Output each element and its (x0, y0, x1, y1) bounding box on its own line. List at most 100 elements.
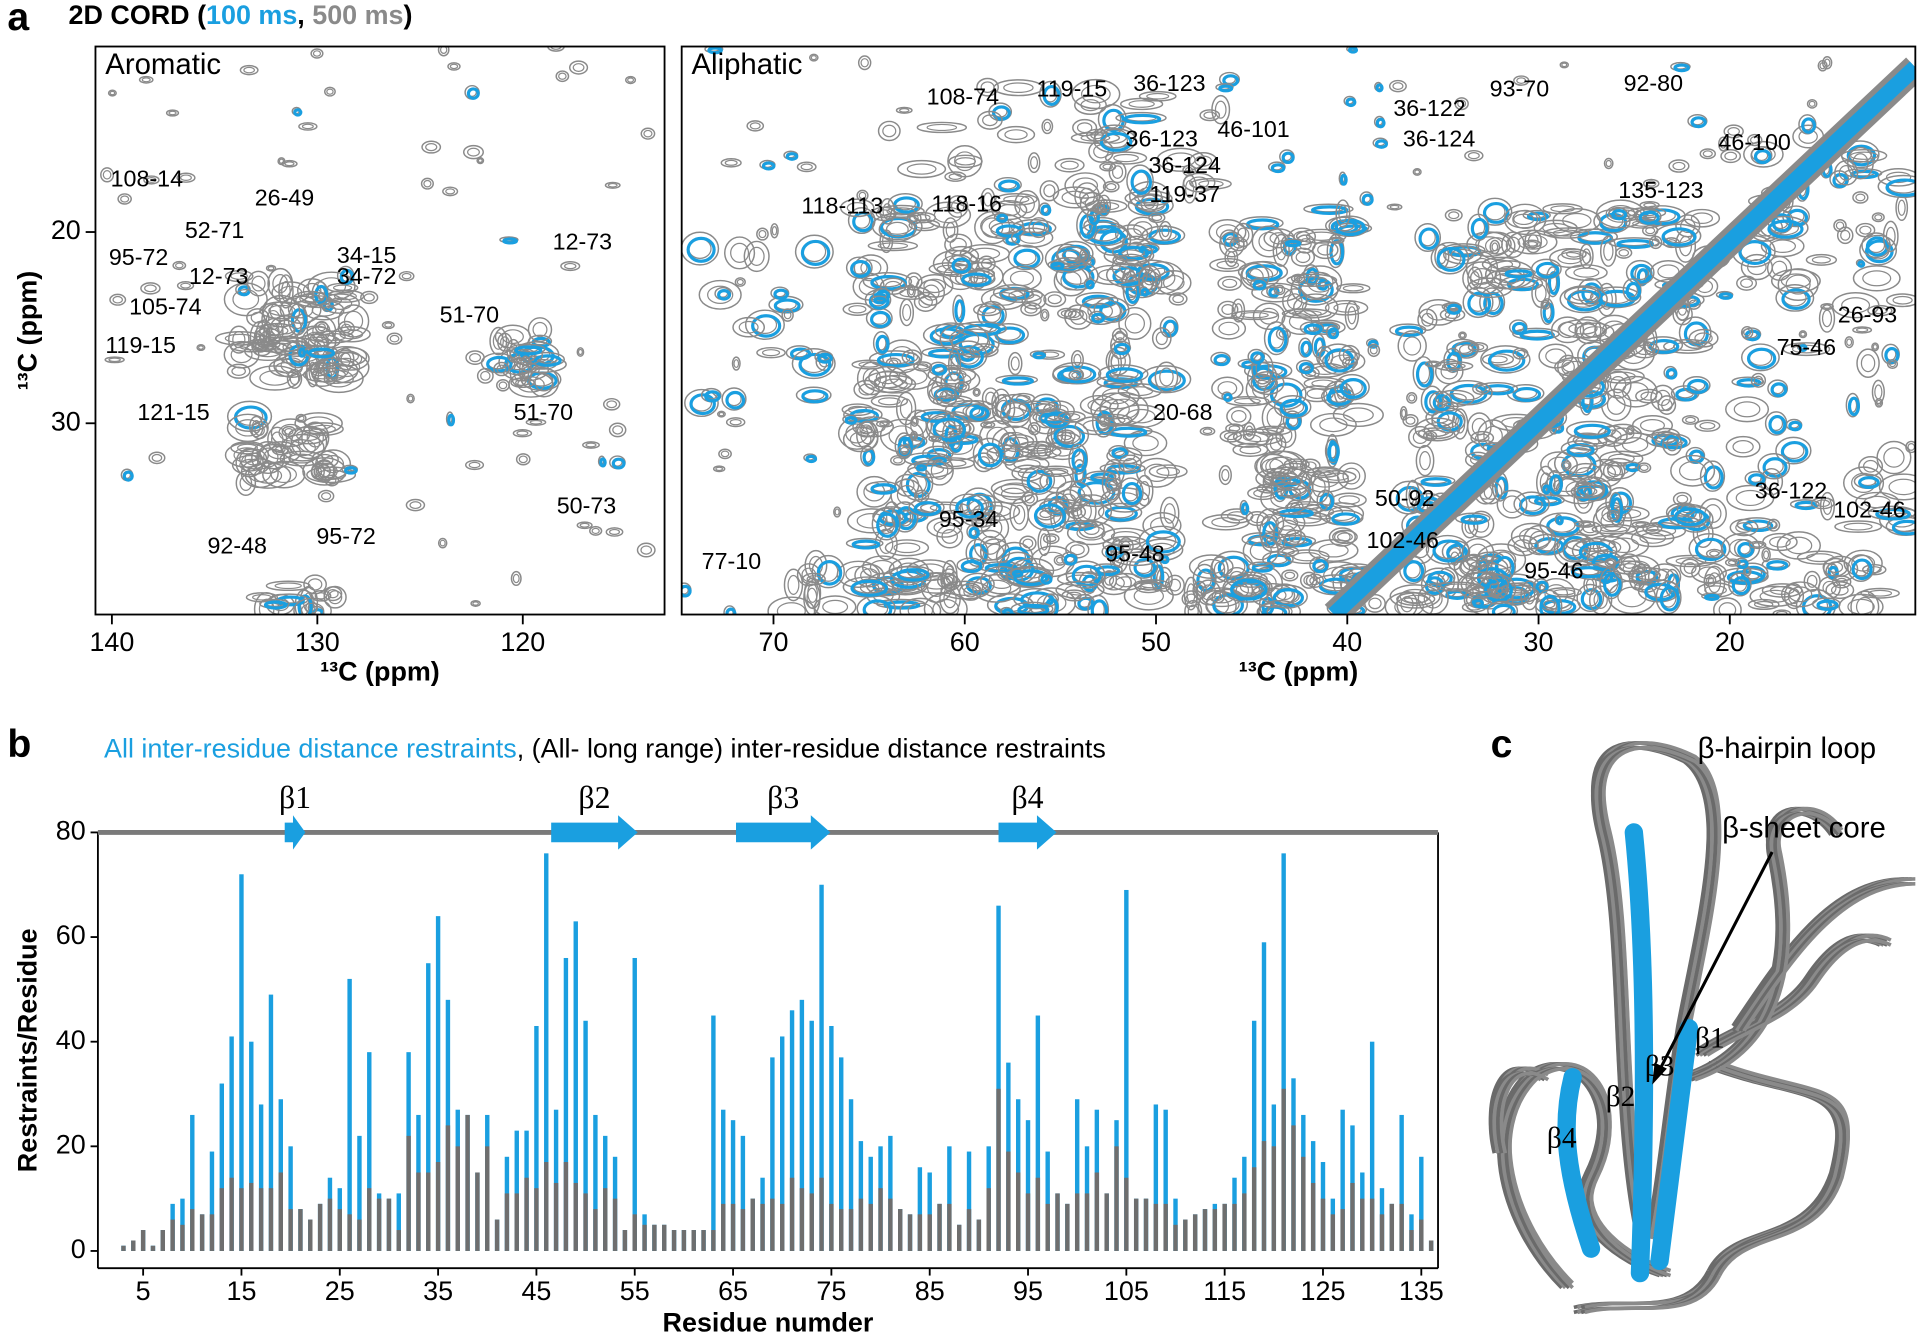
peak-label: 135-123 (1618, 177, 1703, 203)
contour (1336, 283, 1371, 294)
contour (1118, 454, 1142, 474)
contour (1042, 84, 1061, 106)
contour (1549, 474, 1563, 495)
contour (1534, 496, 1562, 507)
bar (229, 1036, 234, 1251)
contour (1102, 180, 1120, 193)
contour (1240, 262, 1270, 291)
contour (1553, 447, 1602, 480)
peak-label: 92-80 (1624, 70, 1684, 96)
contour (1004, 129, 1028, 141)
contour (1124, 313, 1145, 334)
contour (1073, 353, 1082, 366)
contour (1303, 323, 1323, 335)
contour (939, 583, 961, 615)
contour (916, 121, 968, 134)
contour (1687, 378, 1709, 395)
contour (1723, 124, 1744, 139)
bar (121, 1245, 126, 1251)
peak-label: 75-46 (1777, 334, 1836, 360)
contour (293, 108, 303, 117)
contour (791, 347, 836, 380)
contour (1458, 331, 1467, 340)
bar (986, 1188, 991, 1251)
bar (1350, 1182, 1355, 1251)
contour (873, 296, 887, 305)
contour (1806, 98, 1818, 109)
contour (1046, 535, 1057, 543)
contour (421, 140, 442, 154)
contour (1851, 558, 1873, 581)
bar (1320, 1198, 1326, 1251)
contour (326, 588, 339, 599)
contour (303, 574, 327, 595)
contour (968, 526, 980, 539)
contour (1347, 46, 1359, 54)
contour (235, 470, 257, 496)
contour (1571, 289, 1594, 302)
bar (455, 1146, 460, 1251)
contour (1748, 540, 1767, 550)
contour (289, 372, 300, 386)
x-tick-label: 5 (136, 1276, 151, 1306)
contour (1648, 235, 1663, 250)
contour (1195, 579, 1222, 606)
bar (730, 1203, 736, 1251)
contour (724, 159, 738, 166)
contour (1852, 191, 1869, 204)
contour (1835, 577, 1848, 587)
bar (750, 1198, 755, 1251)
contour (904, 409, 933, 442)
bar (317, 1203, 323, 1251)
contour (1855, 596, 1874, 615)
peak-label: 36-124 (1149, 152, 1221, 178)
contour (1698, 498, 1727, 530)
bar (337, 1209, 342, 1251)
contour (950, 355, 959, 376)
contour (1471, 343, 1485, 351)
contour (1576, 583, 1605, 613)
contour (292, 290, 328, 307)
contour (1118, 306, 1152, 341)
contour (564, 262, 577, 270)
contour (1073, 95, 1107, 115)
contour (813, 595, 857, 615)
contour (1891, 519, 1916, 536)
contour (1663, 338, 1714, 354)
contour (1834, 520, 1883, 533)
contour (1099, 161, 1117, 172)
contour (226, 363, 251, 379)
contour (839, 198, 875, 218)
contour (256, 443, 292, 470)
contour (326, 88, 334, 95)
contour (940, 397, 966, 405)
contour (1840, 148, 1888, 163)
panel-label: a (7, 0, 30, 39)
contour (1223, 392, 1233, 402)
contour (518, 455, 528, 464)
bar (996, 1088, 1001, 1251)
contour (848, 305, 867, 314)
contour (1113, 153, 1139, 163)
bar (878, 1188, 883, 1251)
contour (1820, 303, 1834, 311)
contour (1728, 572, 1752, 597)
contour (1427, 361, 1439, 367)
contour (1062, 486, 1086, 504)
contour (1769, 585, 1795, 595)
contour (911, 432, 917, 439)
bar (396, 1193, 401, 1251)
contour (1736, 378, 1762, 388)
contour (1589, 286, 1642, 309)
contour (1517, 234, 1548, 250)
contour (442, 186, 459, 197)
contour (1477, 197, 1513, 226)
contour (906, 163, 937, 175)
contour (1324, 299, 1369, 316)
contour (251, 421, 269, 440)
contour (796, 161, 817, 173)
contour (1312, 559, 1329, 574)
contour (1108, 160, 1127, 184)
y-tick-label: 40 (56, 1025, 86, 1055)
contour (972, 387, 981, 397)
